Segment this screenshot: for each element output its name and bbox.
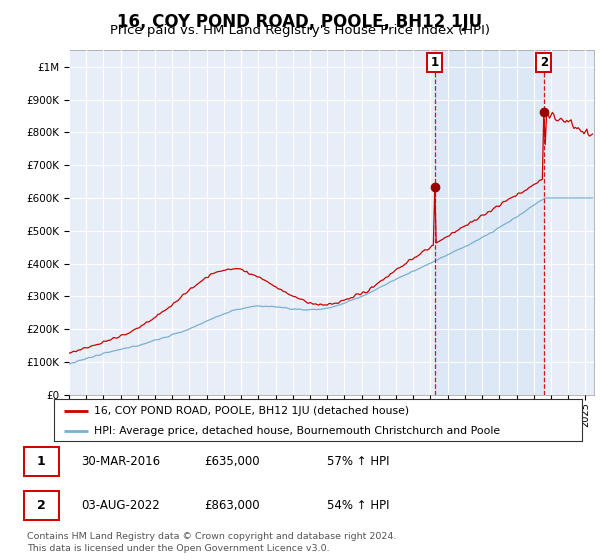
- Text: HPI: Average price, detached house, Bournemouth Christchurch and Poole: HPI: Average price, detached house, Bour…: [94, 426, 500, 436]
- Text: 57% ↑ HPI: 57% ↑ HPI: [327, 455, 389, 468]
- Text: 16, COY POND ROAD, POOLE, BH12 1JU: 16, COY POND ROAD, POOLE, BH12 1JU: [118, 13, 482, 31]
- Text: 1: 1: [37, 455, 46, 468]
- Text: 2: 2: [540, 56, 548, 69]
- Bar: [435, 50, 544, 395]
- Text: 1: 1: [431, 56, 439, 69]
- Text: Price paid vs. HM Land Registry's House Price Index (HPI): Price paid vs. HM Land Registry's House …: [110, 24, 490, 37]
- Text: Contains HM Land Registry data © Crown copyright and database right 2024.
This d: Contains HM Land Registry data © Crown c…: [27, 533, 397, 553]
- Text: 30-MAR-2016: 30-MAR-2016: [81, 455, 160, 468]
- Text: £863,000: £863,000: [204, 498, 260, 512]
- Text: £635,000: £635,000: [204, 455, 260, 468]
- Text: 2: 2: [37, 498, 46, 512]
- Text: 16, COY POND ROAD, POOLE, BH12 1JU (detached house): 16, COY POND ROAD, POOLE, BH12 1JU (deta…: [94, 405, 409, 416]
- Text: 54% ↑ HPI: 54% ↑ HPI: [327, 498, 389, 512]
- Text: 03-AUG-2022: 03-AUG-2022: [81, 498, 160, 512]
